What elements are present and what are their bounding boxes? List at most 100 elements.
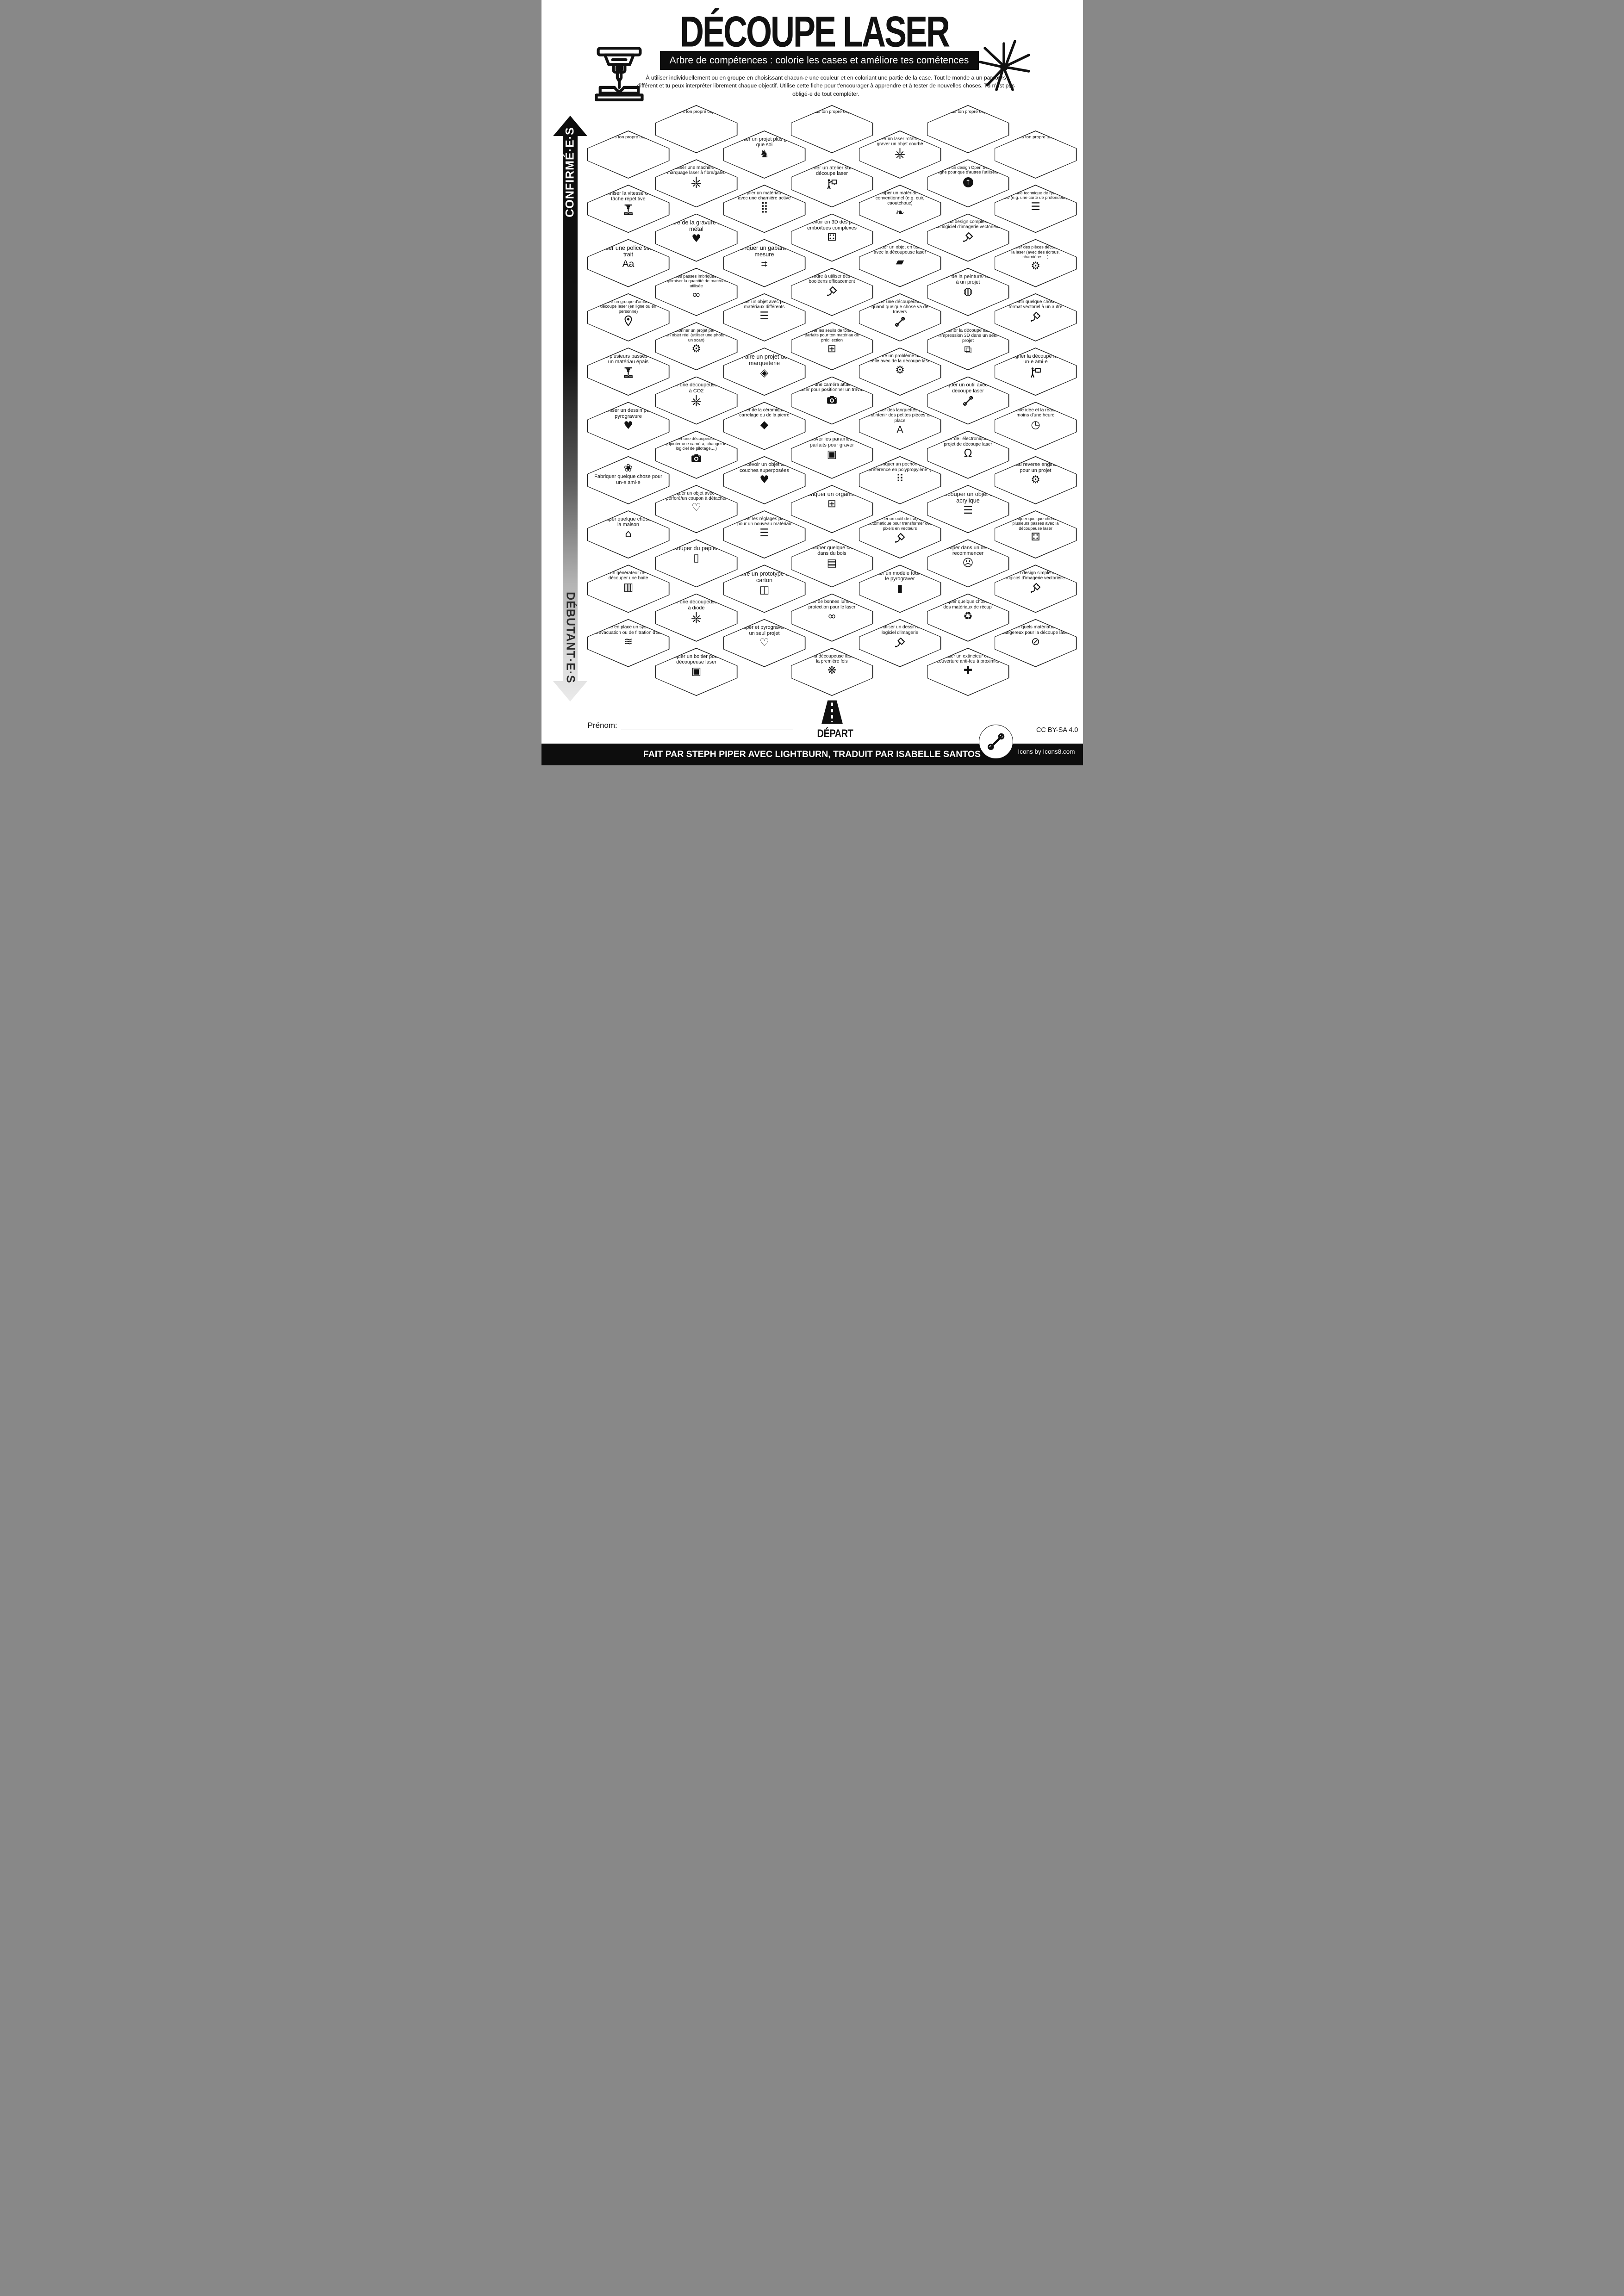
- hex-cell-c3-r3: Fabriquer un gabarit sur mesure ⌗: [723, 239, 806, 287]
- hex-cell-c4-r9: Découper quelque chose dans du bois ▤: [790, 539, 873, 588]
- layers-icon: ☰: [759, 527, 769, 540]
- hex-label: Dimensionner un projet par rapport à un …: [662, 328, 730, 342]
- hex-cell-face: Fabriquer un outil avec de la découpe la…: [927, 377, 1008, 424]
- hex-label: Découper du papier ou: [666, 545, 726, 552]
- wood-icon: ▤: [827, 557, 837, 569]
- hex-label: Fabriquer un objet en tissu/cuir avec la…: [868, 245, 932, 255]
- hex-cell-c1-r5: Faire plusieurs passes dans un matériau …: [587, 348, 670, 396]
- nut-bolt-icon: ⚙: [1031, 260, 1040, 272]
- subtitle-text: Arbre de compétences : colorie les cases…: [669, 55, 969, 66]
- hex-cell-c6-r8: Découper un objet en acrylique ☰: [927, 485, 1009, 534]
- hex-cell-face: Graver de la céramique, du carrelage ou …: [724, 403, 805, 449]
- hex-label: (choisis ton propre objectif): [1008, 134, 1063, 140]
- hex-cell-face: Trouver les seuils de tolérance parfaits…: [791, 323, 872, 370]
- hex-cell-c6-r4: Ajouter de la peinture/ couleur à un pro…: [927, 267, 1009, 316]
- hex-label: Avoir une idée et la réaliser en moins d…: [1004, 408, 1067, 418]
- leaf-icon: ❧: [895, 206, 905, 219]
- heart-laser-icon: ♥: [691, 233, 701, 245]
- hex-cell-c3-r2: Faire plier un matériau rigide avec une …: [723, 185, 806, 233]
- hex-cell-face: Fabriquer un gabarit sur mesure ⌗: [724, 240, 805, 286]
- hex-cell-c6-r3: Créer un design complexe avec un logicie…: [927, 213, 1009, 262]
- teacher-icon: [826, 178, 838, 190]
- pen-tool-icon: [962, 231, 974, 243]
- hex-cell-face: Faire du reverse engineering pour un pro…: [995, 457, 1076, 504]
- hex-label: Se tromper dans un design et recommencer: [934, 545, 1002, 557]
- hex-cell-c1-r10: Mettre en place un système d'évacuation …: [587, 619, 670, 667]
- engraved-portrait-icon: ▣: [827, 448, 837, 461]
- hex-cell-face: (choisis ton propre objectif): [927, 105, 1008, 153]
- hex-cell-c2-r11: Fabriquer un boitier pour une découpeuse…: [655, 648, 738, 696]
- hex-cell-face: Trouver les paramètres parfaits pour gra…: [791, 431, 872, 478]
- hex-cell-c5-r4: Réparer une découpeuse laser quand quelq…: [859, 293, 941, 341]
- hex-label: Découper quelque chose dans du bois: [803, 545, 860, 557]
- hex-label: Trouver les réglages parfaits pour un no…: [735, 516, 794, 527]
- hex-cell-c7-r5: Enseigner la découpe laser à un·e ami·e: [994, 348, 1077, 396]
- hex-label: Faire plusieurs passes dans un matériau …: [597, 353, 660, 365]
- laser-cutter-icon: [622, 203, 635, 216]
- laser-cutter-icon: [594, 47, 644, 101]
- hex-cell-c5-r8: Utiliser un outil de traçage automatique…: [859, 510, 941, 559]
- font-sample-icon: Aa: [622, 259, 635, 270]
- hex-label: Assembler des pièces découpées à la lase…: [1002, 245, 1070, 260]
- hex-cell-face: Faire de la gravure sur métal ♥: [656, 214, 737, 261]
- hex-cell-face: Utiliser une technique de gravure en 3D …: [995, 185, 1076, 232]
- living-hinge-icon: ⣿: [760, 201, 768, 214]
- hex-cell-face: Fabriquer un objet avec plusieurs matéri…: [724, 294, 805, 341]
- hex-cell-c7-r8: Fabriquer quelque chose en plusieurs pas…: [994, 510, 1077, 559]
- laser-burst-icon: [978, 40, 1030, 91]
- hex-cell-face: Faire plusieurs passes dans un matériau …: [588, 348, 669, 395]
- hex-cell-face: Acheter de bonnes lunettes de protection…: [791, 594, 872, 641]
- hex-cell-c4-r3: Concevoir en 3D des pièces emboîtées com…: [790, 213, 873, 262]
- hex-cell-face: (choisis ton propre objectif): [791, 105, 872, 153]
- hex-label: Fabriquer un objet avec plusieurs matéri…: [730, 299, 799, 310]
- map-pin-icon: [622, 315, 635, 327]
- hex-cell-c7-r9: Créer un design simple avec un logiciel …: [994, 565, 1077, 613]
- hex-label: Combiner la découpe laser et l'impressio…: [938, 328, 998, 344]
- extinguisher-icon: ✚: [963, 664, 973, 677]
- hex-cell-c2-r4: Faire des passes imbriquées pour optimis…: [655, 267, 738, 316]
- hex-label: Fabriquer quelque chose avec des matéria…: [937, 599, 999, 610]
- hex-label: Faire plier un matériau rigide avec une …: [734, 190, 794, 201]
- hex-label: Graver de la céramique, du carrelage ou …: [736, 408, 793, 418]
- hex-cell-c1-r9: Utiliser un générateur de boite et décou…: [587, 565, 670, 613]
- hex-cell-face: Fabriquer un pochoir (de préférence en p…: [859, 457, 940, 504]
- hex-cell-face: Optimiser la vitesse d'une tâche répétit…: [588, 185, 669, 232]
- hex-cell-face: Découper un objet en acrylique ☰: [927, 485, 1008, 533]
- hex-cell-face: Fabriquer un objet en tissu/cuir avec la…: [859, 240, 940, 286]
- hex-cell-c1-r3: Utiliser une police simple trait Aa: [587, 239, 670, 287]
- hex-cell-c1-r2: Optimiser la vitesse d'une tâche répétit…: [587, 185, 670, 233]
- hex-label: Utiliser une technique de gravure en 3D …: [1001, 190, 1070, 200]
- repair-tools-icon: [894, 316, 906, 328]
- hex-cell-face: Partager un design Open Source en ligne …: [927, 160, 1008, 207]
- hex-label: Mener un atelier sur la découpe laser: [806, 165, 858, 177]
- hex-cell-face: Rejoindre un groupe d'amateurs de découp…: [588, 294, 669, 341]
- hex-label: Utiliser une découpeuse laser à CO2: [663, 382, 730, 394]
- box-generator-icon: ▥: [623, 581, 634, 594]
- stencil-icon: ⠿: [896, 472, 904, 485]
- hex-cell-c2-r2: Utiliser une machine de marquage laser à…: [655, 159, 738, 208]
- heart-laser-icon: ♥: [623, 419, 633, 432]
- hex-cell-c7-r6: Avoir une idée et la réaliser en moins d…: [994, 402, 1077, 450]
- credit-text: FAIT PAR STEPH PIPER AVEC LIGHTBURN, TRA…: [643, 749, 981, 759]
- hex-cell-c3-r8: Trouver les réglages parfaits pour un no…: [723, 510, 806, 559]
- stone-icon: ◆: [760, 418, 769, 431]
- camera-icon: [826, 394, 838, 406]
- clock-icon: ◷: [1031, 418, 1040, 431]
- tolerance-cube-icon: ⊞: [827, 343, 837, 355]
- hex-cell-face: Faire plier un matériau rigide avec une …: [724, 185, 805, 232]
- hex-cell-c4-r2: Mener un atelier sur la découpe laser: [790, 159, 873, 208]
- hex-cell-c7-r7: Faire du reverse engineering pour un pro…: [994, 456, 1077, 504]
- hex-cell-face: Découper du papier ou ▯: [656, 540, 737, 587]
- hex-cell-face: Ajouter de la peinture/ couleur à un pro…: [927, 268, 1008, 316]
- hex-label: Utiliser la découpeuse laser pour la pre…: [798, 653, 866, 664]
- hex-label: (choisis ton propre objectif): [805, 109, 859, 114]
- pen-tool-icon: [1029, 582, 1042, 594]
- hex-cell-face: Installer un extincteur et une couvertur…: [927, 648, 1008, 695]
- cutting-board-icon: ▮: [897, 582, 903, 595]
- hex-cell-face: Résoudre un problème de la vie réelle av…: [859, 348, 940, 395]
- hex-label: Acheter de bonnes lunettes de protection…: [800, 599, 864, 610]
- hex-cell-face: Découper un matériau non-conventionnel (…: [859, 185, 940, 232]
- hex-cell-c3-r6: Graver de la céramique, du carrelage ou …: [723, 402, 806, 450]
- hex-cell-face: Apprendre à utiliser des outils booléens…: [791, 268, 872, 316]
- paper-icon: ▯: [693, 552, 699, 565]
